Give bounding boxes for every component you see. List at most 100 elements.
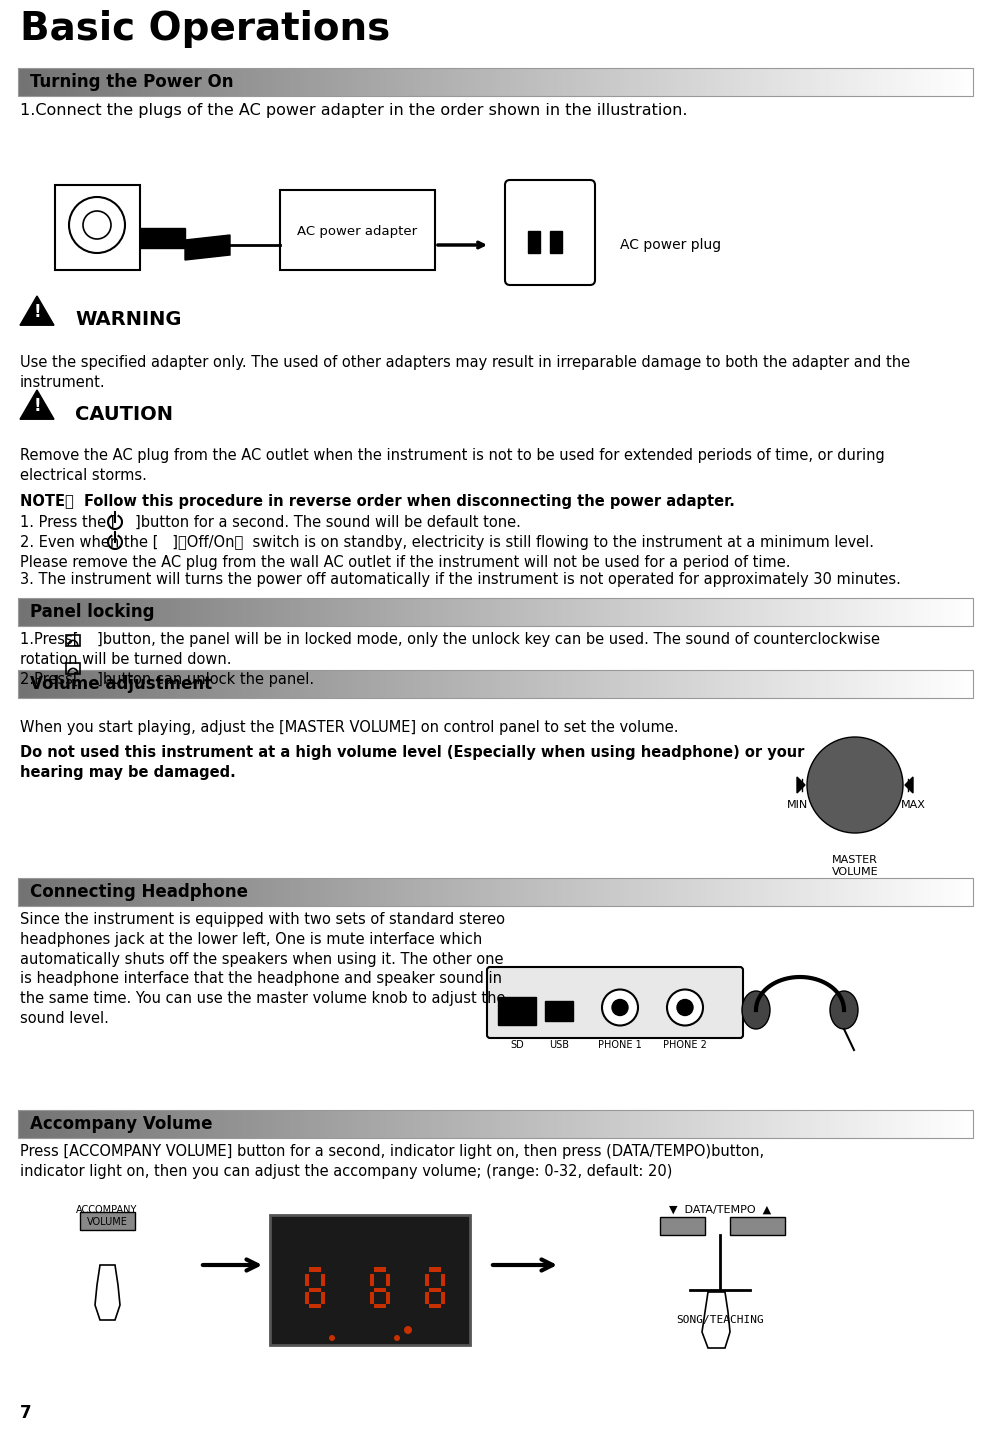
Bar (429, 1287, 441, 1293)
Bar (528, 231, 540, 253)
Bar (868, 670, 873, 697)
Bar (443, 599, 448, 626)
Bar (892, 67, 897, 96)
Bar (724, 670, 730, 697)
Bar (711, 599, 716, 626)
Bar (677, 670, 682, 697)
Bar (333, 599, 338, 626)
Bar (170, 670, 176, 697)
Bar (438, 599, 444, 626)
Bar (672, 878, 678, 906)
Bar (534, 670, 539, 697)
Text: MASTER
VOLUME: MASTER VOLUME (831, 855, 878, 876)
Bar (377, 878, 382, 906)
Bar (247, 670, 253, 697)
Bar (567, 670, 573, 697)
Bar (190, 67, 195, 96)
Bar (634, 599, 639, 626)
Bar (863, 599, 868, 626)
Bar (448, 670, 453, 697)
Bar (424, 878, 429, 906)
Bar (47, 599, 52, 626)
Bar (152, 599, 157, 626)
Bar (66, 663, 80, 674)
Bar (343, 67, 348, 96)
Bar (443, 67, 448, 96)
Bar (677, 1110, 682, 1138)
Bar (85, 67, 90, 96)
Bar (56, 878, 61, 906)
Circle shape (677, 1000, 693, 1015)
Bar (748, 67, 754, 96)
Bar (367, 670, 372, 697)
Bar (916, 1110, 921, 1138)
Bar (429, 1110, 434, 1138)
Text: CAUTION: CAUTION (75, 405, 173, 424)
Bar (118, 1110, 124, 1138)
Bar (467, 599, 472, 626)
Bar (868, 1110, 873, 1138)
Bar (424, 599, 429, 626)
Bar (763, 67, 768, 96)
Bar (199, 599, 205, 626)
Bar (304, 599, 310, 626)
Bar (491, 670, 496, 697)
Bar (629, 599, 634, 626)
Bar (162, 670, 166, 697)
Bar (409, 670, 415, 697)
Bar (719, 1110, 725, 1138)
Bar (816, 1110, 821, 1138)
Bar (33, 878, 38, 906)
Bar (839, 67, 844, 96)
Bar (328, 878, 334, 906)
Bar (529, 670, 534, 697)
Bar (858, 67, 864, 96)
Bar (390, 1110, 395, 1138)
Bar (419, 670, 424, 697)
Bar (128, 67, 133, 96)
Bar (849, 878, 854, 906)
Bar (170, 67, 176, 96)
Bar (80, 1211, 135, 1230)
Bar (926, 670, 931, 697)
Bar (858, 1110, 864, 1138)
Bar (719, 599, 725, 626)
Bar (147, 878, 153, 906)
Bar (457, 1110, 463, 1138)
Bar (706, 878, 711, 906)
Bar (94, 1110, 100, 1138)
Bar (498, 997, 536, 1025)
Bar (692, 670, 697, 697)
Bar (634, 1110, 639, 1138)
Bar (324, 1110, 329, 1138)
Bar (147, 67, 153, 96)
Bar (142, 670, 148, 697)
Bar (801, 878, 807, 906)
Bar (744, 878, 749, 906)
Bar (902, 599, 907, 626)
Bar (577, 670, 582, 697)
Bar (687, 599, 692, 626)
Bar (162, 67, 166, 96)
Bar (390, 67, 395, 96)
Bar (491, 878, 496, 906)
Bar (404, 878, 410, 906)
Bar (834, 670, 839, 697)
Bar (453, 1110, 458, 1138)
Bar (433, 670, 439, 697)
Bar (18, 878, 973, 906)
Bar (706, 1110, 711, 1138)
Bar (314, 670, 319, 697)
Bar (639, 670, 644, 697)
Bar (99, 67, 104, 96)
Text: AC power adapter: AC power adapter (297, 225, 417, 239)
Bar (89, 670, 95, 697)
Bar (744, 599, 749, 626)
Bar (524, 670, 529, 697)
Bar (829, 670, 835, 697)
Bar (553, 670, 558, 697)
Bar (309, 1110, 314, 1138)
Bar (467, 67, 472, 96)
Bar (299, 1110, 305, 1138)
Bar (500, 878, 505, 906)
